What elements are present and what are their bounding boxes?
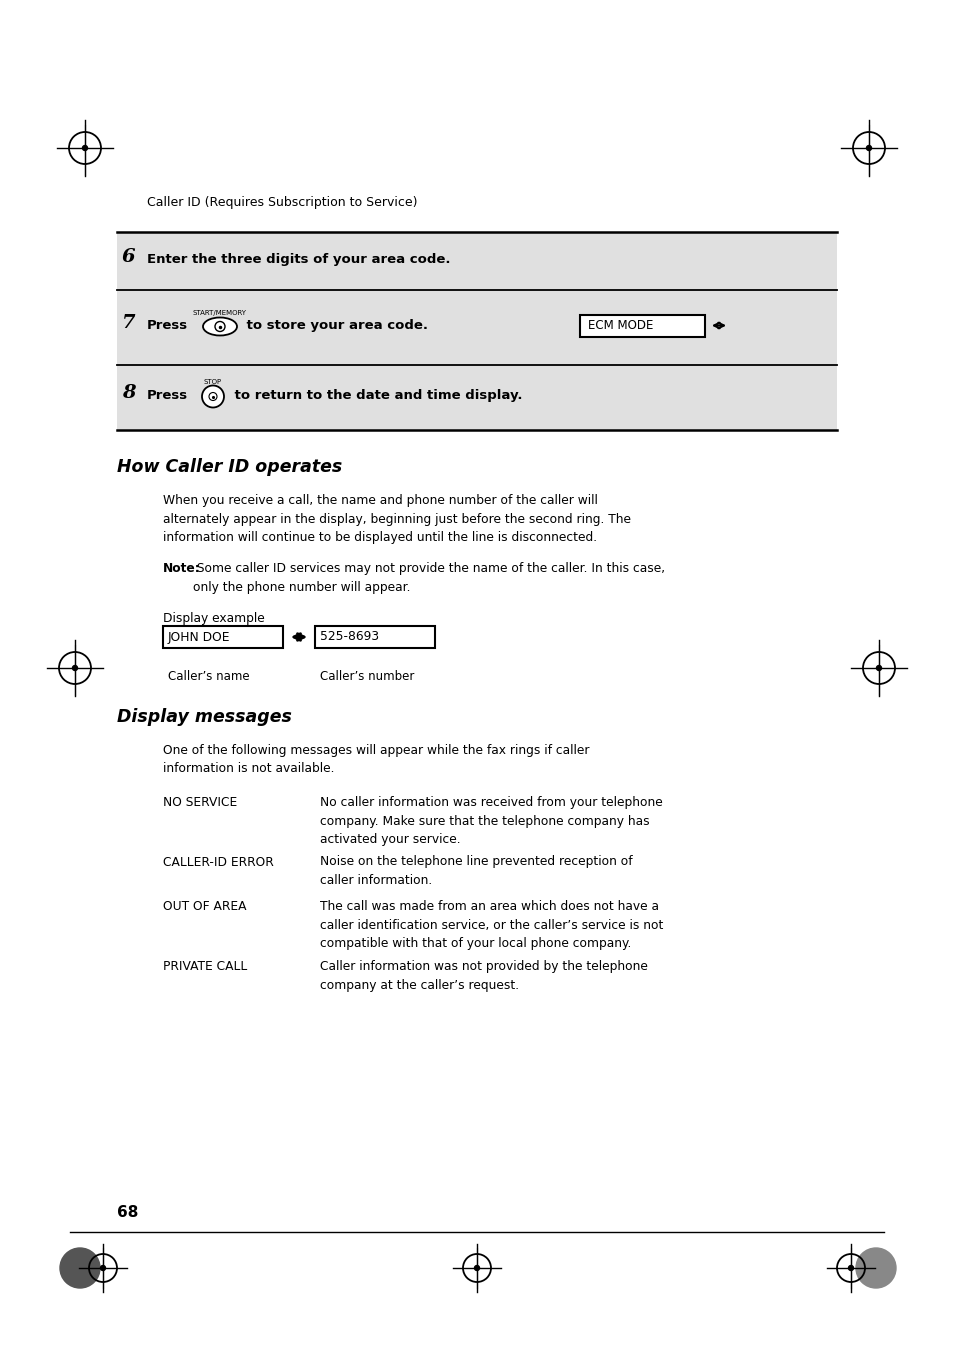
Circle shape	[865, 146, 871, 150]
Bar	[579, 315, 704, 336]
Text: OUT OF AREA: OUT OF AREA	[163, 901, 246, 913]
Circle shape	[100, 1266, 106, 1270]
Text: The call was made from an area which does not have a
caller identification servi: The call was made from an area which doe…	[319, 901, 662, 951]
Text: Some caller ID services may not provide the name of the caller. In this case,
on: Some caller ID services may not provide …	[193, 562, 664, 593]
Bar	[117, 232, 836, 290]
Text: When you receive a call, the name and phone number of the caller will
alternatel: When you receive a call, the name and ph…	[163, 494, 630, 544]
Text: Display example: Display example	[163, 612, 265, 626]
Circle shape	[214, 322, 225, 331]
Text: Press: Press	[147, 389, 188, 403]
Text: 68: 68	[117, 1205, 138, 1220]
Text: No caller information was received from your telephone
company. Make sure that t: No caller information was received from …	[319, 796, 662, 846]
Text: Caller information was not provided by the telephone
company at the caller’s req: Caller information was not provided by t…	[319, 961, 647, 992]
Text: 525-8693: 525-8693	[319, 631, 378, 643]
Text: Note:: Note:	[163, 562, 200, 576]
Text: JOHN DOE: JOHN DOE	[168, 631, 231, 643]
Text: CALLER-ID ERROR: CALLER-ID ERROR	[163, 855, 274, 869]
Circle shape	[60, 1248, 100, 1288]
Circle shape	[855, 1248, 895, 1288]
Ellipse shape	[203, 317, 236, 335]
Text: Caller’s number: Caller’s number	[319, 670, 414, 684]
Text: How Caller ID operates: How Caller ID operates	[117, 458, 342, 476]
Text: to store your area code.: to store your area code.	[242, 319, 428, 332]
Text: Noise on the telephone line prevented reception of
caller information.: Noise on the telephone line prevented re…	[319, 855, 632, 888]
Bar	[314, 626, 435, 648]
Text: Press: Press	[147, 319, 188, 332]
Text: Caller’s name: Caller’s name	[168, 670, 250, 684]
Circle shape	[202, 385, 224, 408]
Bar	[117, 365, 836, 430]
Circle shape	[847, 1266, 853, 1270]
Circle shape	[82, 146, 88, 150]
Text: START/MEMORY: START/MEMORY	[193, 311, 247, 316]
Text: 7: 7	[122, 315, 135, 332]
Text: 8: 8	[122, 385, 135, 403]
Bar	[163, 626, 283, 648]
Text: ECM MODE: ECM MODE	[587, 319, 653, 332]
Text: to return to the date and time display.: to return to the date and time display.	[230, 389, 522, 403]
Text: STOP: STOP	[204, 380, 222, 385]
Circle shape	[209, 393, 216, 400]
Text: NO SERVICE: NO SERVICE	[163, 796, 237, 809]
Text: Display messages: Display messages	[117, 708, 292, 725]
Text: One of the following messages will appear while the fax rings if caller
informat: One of the following messages will appea…	[163, 744, 589, 775]
Circle shape	[876, 666, 881, 670]
Bar	[117, 290, 836, 365]
Text: Enter the three digits of your area code.: Enter the three digits of your area code…	[147, 253, 450, 266]
Text: PRIVATE CALL: PRIVATE CALL	[163, 961, 247, 973]
Circle shape	[474, 1266, 479, 1270]
Text: 6: 6	[122, 249, 135, 266]
Text: Caller ID (Requires Subscription to Service): Caller ID (Requires Subscription to Serv…	[147, 196, 417, 209]
Circle shape	[72, 666, 77, 670]
